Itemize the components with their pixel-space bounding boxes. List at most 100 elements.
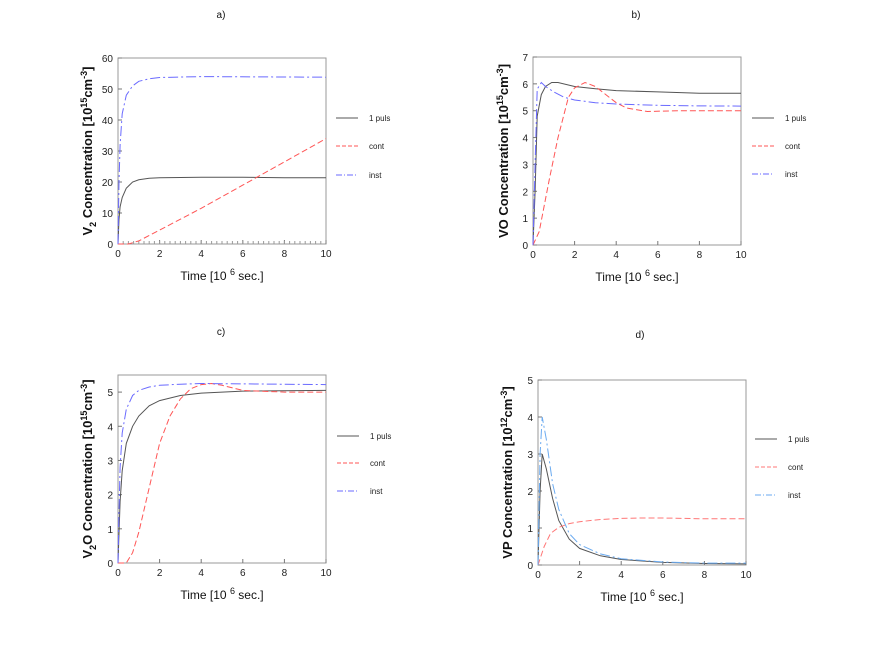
x-label-rest: sec.]: [650, 270, 679, 284]
y-tick-label: 5: [107, 388, 113, 399]
x-label-main: Time [10: [180, 588, 230, 602]
y-axis-label: VO Concentration [1015cm-3]: [495, 64, 511, 238]
y-tick-label: 3: [527, 450, 533, 461]
x-label-exponent: 6: [230, 586, 235, 596]
legend-label: 1 puls: [369, 114, 390, 123]
x-tick-label: 2: [572, 250, 578, 261]
x-tick-label: 8: [697, 250, 703, 261]
panel-title: b): [632, 10, 641, 21]
x-tick-label: 2: [577, 570, 583, 581]
legend-label: 1 puls: [788, 435, 809, 444]
x-tick-label: 10: [320, 249, 332, 260]
series-line-cont: [118, 382, 326, 564]
x-tick-label: 4: [613, 250, 619, 261]
x-tick-label: 0: [115, 568, 121, 579]
series-line-1-puls: [117, 389, 327, 564]
x-tick-label: 6: [660, 570, 666, 581]
legend-label: 1 puls: [785, 114, 806, 123]
x-tick-label: 8: [282, 568, 288, 579]
legend-label: inst: [785, 170, 798, 179]
legend-label: 1 puls: [370, 432, 391, 441]
legend-label: inst: [370, 487, 383, 496]
x-tick-label: 10: [320, 568, 332, 579]
y-tick-label: 0: [107, 559, 113, 570]
legend-label: cont: [785, 142, 801, 151]
x-label-exponent: 6: [645, 268, 650, 278]
x-tick-label: 10: [735, 250, 747, 261]
legend-label: inst: [788, 491, 801, 500]
x-tick-label: 4: [618, 570, 624, 581]
y-tick-label: 10: [102, 209, 114, 220]
y-tick-label: 4: [527, 413, 533, 424]
plot-frame: [537, 379, 747, 566]
y-axis-label: V2 Concentration [1015cm-3]: [79, 67, 98, 236]
x-label-main: Time [10: [595, 270, 645, 284]
legend-label: cont: [370, 459, 386, 468]
y-axis-label: V2O Concentration [1015cm-3]: [79, 379, 98, 558]
series-line-inst: [532, 81, 742, 246]
panel-1: a) 0 2 4 6 8 10 0 10 20 30 40 50 60 Time [10 6 sec.] V2…: [79, 10, 390, 283]
series-line-1-puls: [537, 453, 747, 566]
y-tick-label: 1: [522, 214, 528, 225]
panel-4: d) 0 2 4 6 8 10 0 1 2 3 4 5 Time [10 6 sec.] VP Concen…: [499, 330, 809, 604]
x-tick-label: 0: [530, 250, 536, 261]
y-tick-label: 6: [522, 80, 528, 91]
y-tick-label: 3: [107, 456, 113, 467]
y-tick-label: 50: [102, 85, 114, 96]
panel-title: a): [217, 10, 226, 21]
y-axis-label: VP Concentration [1012cm-3]: [499, 386, 515, 558]
series-line-cont: [118, 138, 327, 245]
plot-frame: [117, 374, 327, 564]
x-label-rest: sec.]: [655, 590, 684, 604]
x-tick-label: 6: [240, 249, 246, 260]
series-line-cont: [532, 81, 741, 246]
panel-title: d): [636, 330, 645, 341]
x-axis-label: Time [10 6 sec.]: [595, 268, 678, 284]
x-label-exponent: 6: [230, 267, 235, 277]
x-tick-label: 4: [198, 249, 204, 260]
y-tick-label: 1: [527, 524, 533, 535]
x-tick-label: 2: [157, 249, 163, 260]
plot-frame: [117, 57, 327, 245]
x-tick-label: 8: [282, 249, 288, 260]
y-tick-label: 20: [102, 178, 114, 189]
legend-label: inst: [369, 171, 382, 180]
x-label-exponent: 6: [650, 588, 655, 598]
x-tick-label: 10: [740, 570, 752, 581]
y-tick-label: 40: [102, 116, 114, 127]
x-label-main: Time [10: [180, 269, 230, 283]
x-label-main: Time [10: [600, 590, 650, 604]
x-tick-label: 8: [702, 570, 708, 581]
y-tick-label: 2: [527, 487, 533, 498]
legend-label: cont: [788, 463, 804, 472]
x-label-rest: sec.]: [235, 588, 264, 602]
y-tick-label: 0: [107, 240, 113, 251]
series-line-inst: [537, 416, 746, 566]
series-line-1-puls: [117, 176, 326, 245]
y-tick-label: 4: [522, 134, 528, 145]
x-tick-label: 0: [115, 249, 121, 260]
y-tick-label: 5: [522, 107, 528, 118]
y-tick-label: 60: [102, 54, 114, 65]
series-line-inst: [117, 76, 327, 245]
y-tick-label: 0: [527, 561, 533, 572]
y-tick-label: 7: [522, 53, 528, 64]
y-tick-label: 0: [522, 241, 528, 252]
x-axis-label: Time [10 6 sec.]: [180, 586, 263, 602]
x-tick-label: 4: [198, 568, 204, 579]
series-line-1-puls: [532, 82, 741, 246]
x-label-rest: sec.]: [235, 269, 264, 283]
y-tick-label: 3: [522, 160, 528, 171]
series-line-inst: [117, 382, 327, 564]
series-line-cont: [537, 517, 746, 566]
panel-title: c): [217, 327, 225, 338]
x-axis-label: Time [10 6 sec.]: [600, 588, 683, 604]
y-tick-label: 4: [107, 422, 113, 433]
y-tick-label: 5: [527, 376, 533, 387]
x-axis-label: Time [10 6 sec.]: [180, 267, 263, 283]
panel-2: b) 0 2 4 6 8 10 0 1 2 3 4 5 6 7 Time [10 6 sec.] VO Conc…: [495, 10, 806, 284]
x-tick-label: 6: [240, 568, 246, 579]
y-tick-label: 1: [107, 525, 113, 536]
x-tick-label: 6: [655, 250, 661, 261]
